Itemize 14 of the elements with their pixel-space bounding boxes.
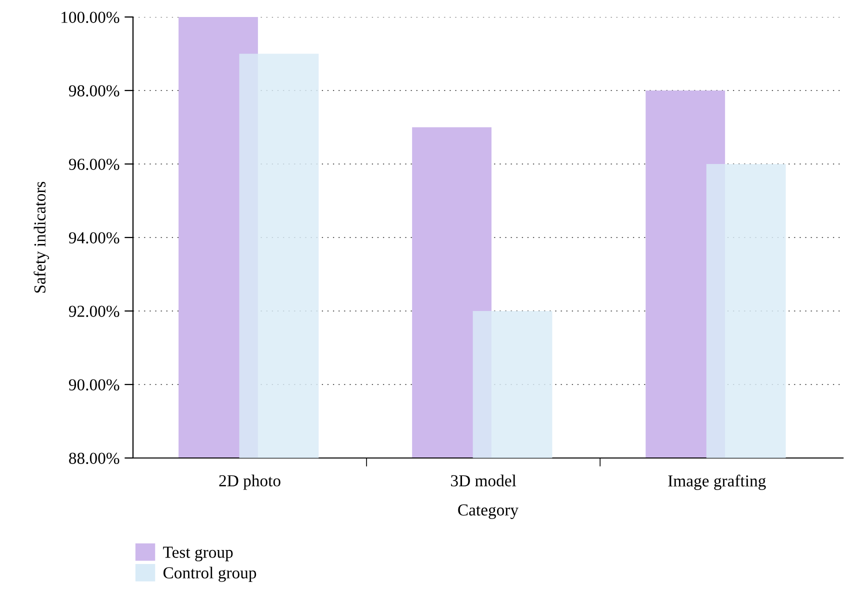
legend-label: Control group bbox=[163, 566, 256, 582]
y-tick-label: 88.00% bbox=[69, 452, 120, 464]
y-tick-label: 92.00% bbox=[68, 306, 120, 318]
x-axis-title: Category bbox=[458, 504, 518, 519]
y-tick-label: 94.00% bbox=[68, 232, 120, 244]
x-tick-label: Image grafting bbox=[668, 474, 766, 490]
y-tick-label: 90.00% bbox=[68, 379, 120, 391]
y-tick-label: 98.00% bbox=[68, 85, 120, 97]
x-tick-label: 3D model bbox=[451, 474, 516, 486]
y-axis-title: Safety indicators bbox=[34, 182, 49, 293]
y-tick-label: 100.00% bbox=[62, 12, 120, 24]
y-tick-label: 96.00% bbox=[68, 158, 120, 170]
legend-label: Test group bbox=[163, 546, 233, 562]
x-tick-label: 2D photo bbox=[219, 474, 280, 490]
